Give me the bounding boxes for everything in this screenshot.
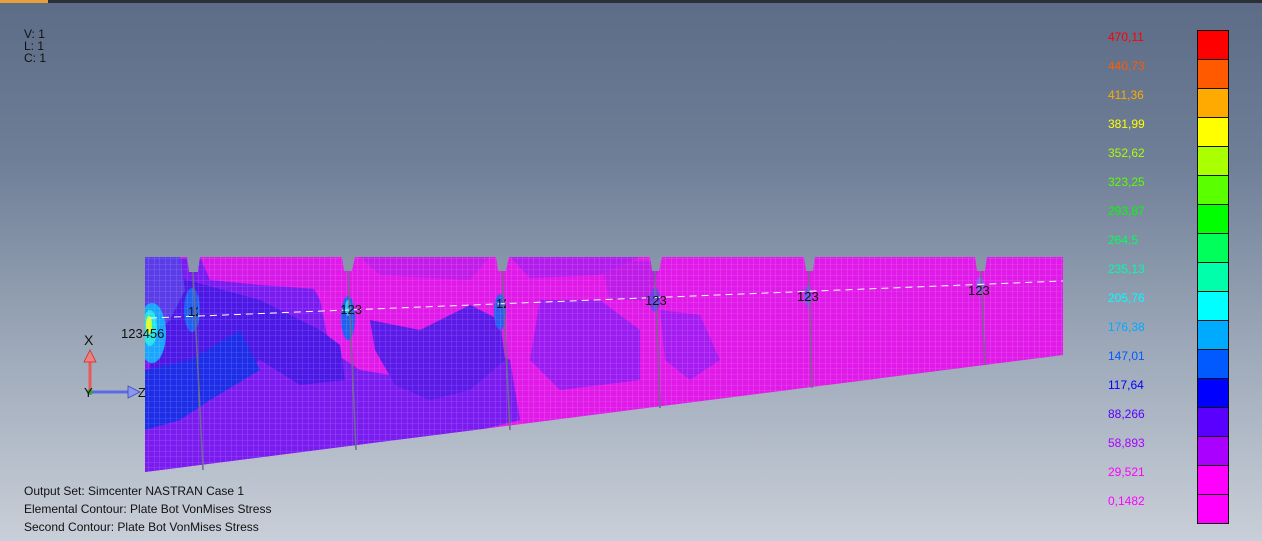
- axis-triad: X Y Z: [72, 332, 162, 412]
- axis-z-label: Z: [138, 385, 146, 400]
- active-tab-accent: [0, 0, 48, 3]
- legend-color-swatch: [1197, 117, 1229, 147]
- axis-y-label: Y: [84, 385, 93, 400]
- legend-level-label: 58,893: [1108, 436, 1145, 450]
- legend-level-label: 293,87: [1108, 204, 1145, 218]
- legend-level: 58,893: [1108, 436, 1230, 466]
- reference-dashed-line: [149, 280, 1064, 319]
- legend-level-label: 440,73: [1108, 59, 1145, 73]
- legend-level-label: 0,1482: [1108, 494, 1145, 508]
- output-set-text: Output Set: Simcenter NASTRAN Case 1: [24, 484, 245, 498]
- legend-level: 29,521: [1108, 465, 1230, 495]
- legend-level: 440,73: [1108, 59, 1230, 89]
- legend-color-swatch: [1197, 233, 1229, 263]
- constraint-label: 123: [496, 296, 506, 311]
- legend-level: 381,99: [1108, 117, 1230, 147]
- legend-level: 293,87: [1108, 204, 1230, 234]
- constraint-label: 123456: [121, 326, 165, 341]
- legend-level: 147,01: [1108, 349, 1230, 379]
- legend-level: 117,64: [1108, 378, 1230, 408]
- output-info: Output Set: Simcenter NASTRAN Case 1 Ele…: [24, 482, 271, 536]
- legend-color-swatch: [1197, 146, 1229, 176]
- legend-level-label: 352,62: [1108, 146, 1145, 160]
- view-info: V: 1 L: 1 C: 1: [24, 28, 46, 64]
- legend-level-label: 411,36: [1108, 88, 1144, 102]
- constraint-label: 123: [797, 289, 819, 304]
- color-number: C: 1: [24, 51, 47, 65]
- contour-legend: 470,11 440,73 411,36 381,99 352,62 323,25 293,…: [1108, 30, 1230, 525]
- legend-level: 0,1482: [1108, 494, 1230, 524]
- legend-level-label: 117,64: [1108, 378, 1144, 392]
- view-number: V: 1: [24, 27, 45, 41]
- legend-color-swatch: [1197, 378, 1229, 408]
- legend-level-label: 205,76: [1108, 291, 1145, 305]
- axis-x-label: X: [84, 332, 94, 348]
- legend-level: 235,13: [1108, 262, 1230, 292]
- legend-color-swatch: [1197, 320, 1229, 350]
- legend-color-swatch: [1197, 262, 1229, 292]
- legend-level-label: 264,5: [1108, 233, 1139, 247]
- legend-level-label: 323,25: [1108, 175, 1145, 189]
- legend-color-swatch: [1197, 494, 1229, 524]
- constraint-label: 123: [968, 283, 990, 298]
- viewport-top-border: [0, 0, 1262, 3]
- legend-level: 264,5: [1108, 233, 1230, 263]
- legend-level: 88,266: [1108, 407, 1230, 437]
- legend-level: 323,25: [1108, 175, 1230, 205]
- legend-level-label: 235,13: [1108, 262, 1145, 276]
- legend-color-swatch: [1197, 465, 1229, 495]
- legend-level-label: 88,266: [1108, 407, 1145, 421]
- legend-color-swatch: [1197, 59, 1229, 89]
- stress-contour-plate: [145, 257, 1063, 472]
- legend-level-label: 147,01: [1108, 349, 1145, 363]
- legend-color-swatch: [1197, 88, 1229, 118]
- stiffener-lines: [192, 270, 986, 471]
- legend-level-label: 470,11: [1108, 30, 1144, 44]
- legend-color-swatch: [1197, 30, 1229, 60]
- legend-color-swatch: [1197, 291, 1229, 321]
- constraint-label: 123: [340, 302, 362, 317]
- legend-level-label: 381,99: [1108, 117, 1145, 131]
- layer-number: L: 1: [24, 39, 45, 53]
- legend-level: 470,11: [1108, 30, 1230, 60]
- elemental-contour-text: Elemental Contour: Plate Bot VonMises St…: [24, 502, 272, 516]
- legend-level: 176,38: [1108, 320, 1230, 350]
- axis-arrows-icon: [83, 349, 141, 399]
- legend-level-label: 176,38: [1108, 320, 1145, 334]
- legend-color-swatch: [1197, 204, 1229, 234]
- legend-level: 411,36: [1108, 88, 1230, 118]
- legend-color-swatch: [1197, 436, 1229, 466]
- legend-level: 205,76: [1108, 291, 1230, 321]
- second-contour-text: Second Contour: Plate Bot VonMises Stres…: [24, 520, 259, 534]
- legend-color-swatch: [1197, 407, 1229, 437]
- legend-level-label: 29,521: [1108, 465, 1145, 479]
- legend-level: 352,62: [1108, 146, 1230, 176]
- legend-color-swatch: [1197, 175, 1229, 205]
- constraint-label: 123: [188, 304, 198, 319]
- constraint-label: 123: [645, 293, 667, 308]
- legend-color-swatch: [1197, 349, 1229, 379]
